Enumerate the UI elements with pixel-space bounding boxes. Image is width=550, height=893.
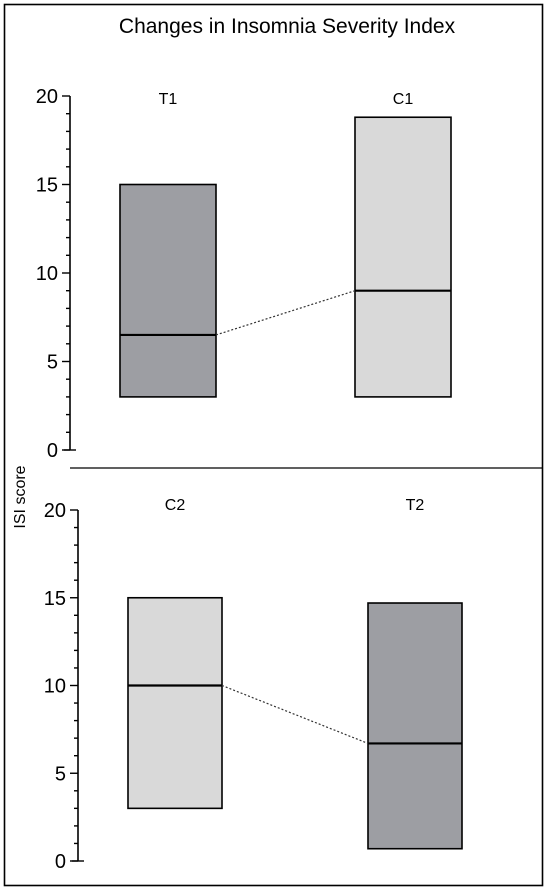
group-label-t2: T2 [406,497,425,514]
y-tick-label-15-panel-2: 15 [44,588,66,610]
group-label-c1: C1 [393,91,414,108]
y-tick-label-0-panel-1: 0 [47,440,58,462]
y-axis-label: ISI score [12,465,29,528]
box-c2 [127,596,223,810]
group-label-t1: T1 [159,91,178,108]
y-tick-label-20-panel-1: 20 [36,86,58,108]
y-tick-label-0-panel-2: 0 [55,851,66,873]
box-t1 [119,183,217,398]
y-tick-label-5-panel-2: 5 [55,763,66,785]
plot-layer: 0 5 10 15 20 T1 C1 0 5 10 15 20 C2 T2 [36,86,463,873]
y-tick-label-10-panel-1: 10 [36,263,58,285]
chart-title: Changes in Insomnia Severity Index [119,15,456,38]
group-label-c2: C2 [165,497,186,514]
y-tick-label-15-panel-1: 15 [36,175,58,197]
box-t2 [367,602,463,850]
median-connector-panel-1 [215,290,356,336]
y-tick-label-5-panel-1: 5 [47,352,58,374]
box-c1 [354,116,452,398]
y-tick-label-20-panel-2: 20 [44,500,66,522]
y-tick-label-10-panel-2: 10 [44,676,66,698]
